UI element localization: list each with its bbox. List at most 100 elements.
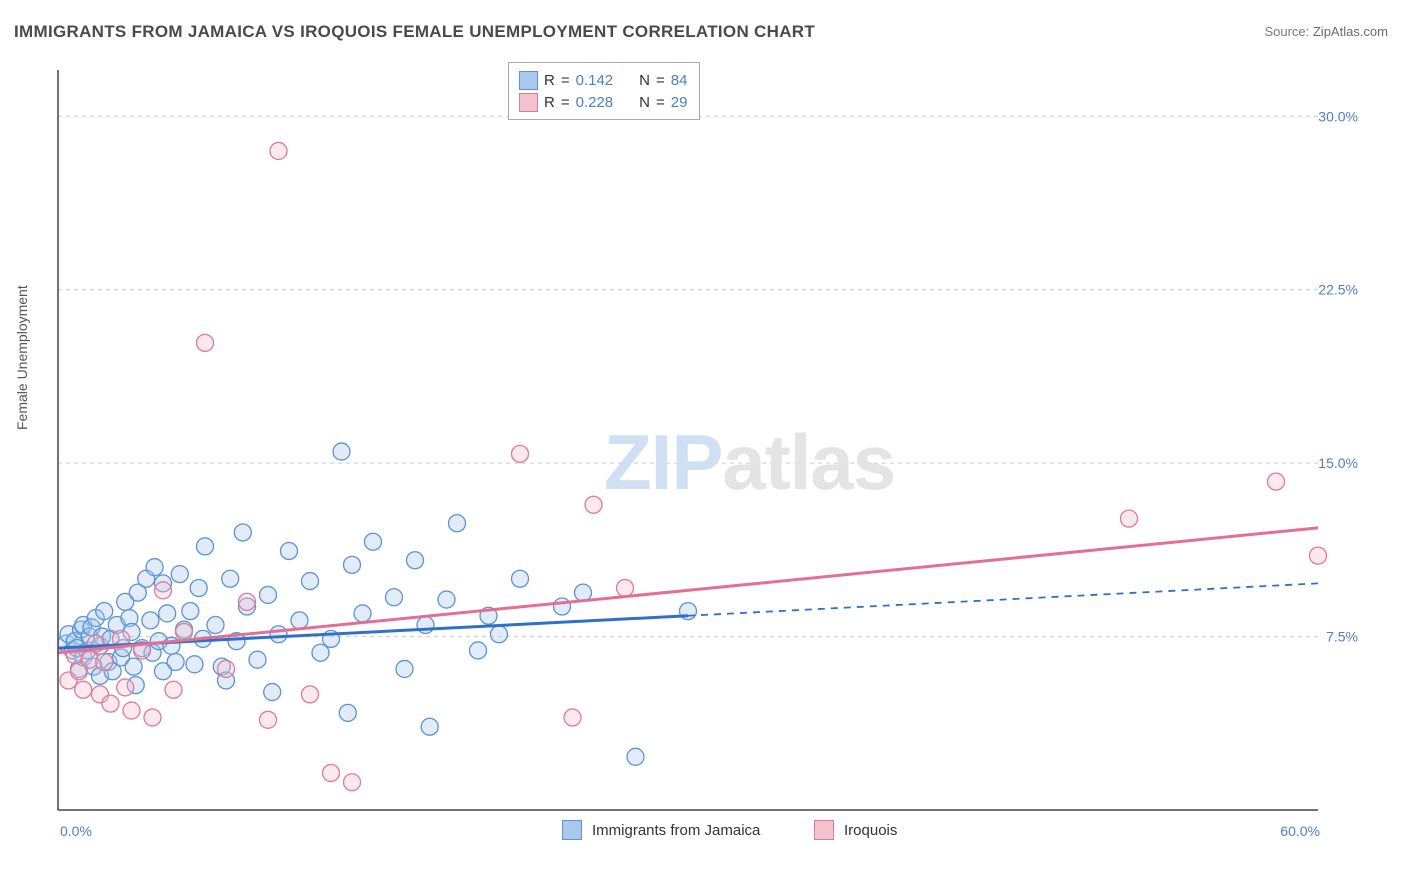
data-point (421, 718, 438, 735)
data-point (146, 559, 163, 576)
chart-title: IMMIGRANTS FROM JAMAICA VS IROQUOIS FEMA… (14, 22, 815, 42)
data-point (159, 605, 176, 622)
scatter-chart-svg: 7.5% 15.0% 22.5% 30.0% 0.0% 60.0% (48, 60, 1368, 840)
data-point (407, 552, 424, 569)
legend-swatch (562, 820, 582, 840)
legend-R-value: 0.142 (576, 72, 614, 89)
data-point (512, 445, 529, 462)
data-point (270, 626, 287, 643)
legend-row: R = 0.142 N = 84 (519, 69, 687, 91)
plot-area: 7.5% 15.0% 22.5% 30.0% 0.0% 60.0% (48, 60, 1368, 840)
legend-eq: = (656, 94, 665, 111)
data-point (365, 533, 382, 550)
legend-eq: = (561, 94, 570, 111)
data-point (554, 598, 571, 615)
y-axis-label: Female Unemployment (14, 285, 30, 430)
data-point (1268, 473, 1285, 490)
data-point (239, 593, 256, 610)
legend-eq: = (656, 72, 665, 89)
data-point (1121, 510, 1138, 527)
legend-swatch (519, 71, 538, 90)
series-legend-jamaica: Immigrants from Jamaica (562, 820, 760, 840)
data-point (207, 617, 224, 634)
data-point (344, 774, 361, 791)
correlation-legend: R = 0.142 N = 84 R = 0.228 N = 29 (508, 62, 700, 120)
data-point (575, 584, 592, 601)
data-point (333, 443, 350, 460)
x-tick-label: 0.0% (60, 823, 92, 839)
data-point (249, 651, 266, 668)
trend-line-extrapolated (688, 583, 1318, 615)
data-point (386, 589, 403, 606)
data-point (302, 686, 319, 703)
data-point (190, 580, 207, 597)
y-tick-label: 15.0% (1318, 455, 1358, 471)
data-point (218, 660, 235, 677)
legend-N-label: N (639, 94, 650, 111)
data-point (186, 656, 203, 673)
data-point (171, 566, 188, 583)
x-tick-label: 60.0% (1280, 823, 1320, 839)
data-point (182, 603, 199, 620)
data-point (627, 748, 644, 765)
data-point (344, 556, 361, 573)
series-legend-iroquois: Iroquois (814, 820, 897, 840)
y-tick-label: 22.5% (1318, 282, 1358, 298)
data-point (354, 605, 371, 622)
legend-R-label: R (544, 72, 555, 89)
data-point (438, 591, 455, 608)
data-point (197, 334, 214, 351)
data-point (449, 515, 466, 532)
data-point (176, 623, 193, 640)
source-attribution: Source: ZipAtlas.com (1264, 24, 1388, 39)
legend-N-value: 84 (671, 72, 688, 89)
data-point (260, 586, 277, 603)
data-point (222, 570, 239, 587)
data-point (234, 524, 251, 541)
data-point (144, 709, 161, 726)
data-point (512, 570, 529, 587)
data-point (270, 142, 287, 159)
legend-swatch (814, 820, 834, 840)
data-point (396, 660, 413, 677)
legend-R-label: R (544, 94, 555, 111)
legend-row: R = 0.228 N = 29 (519, 91, 687, 113)
legend-label: Iroquois (844, 822, 897, 839)
source-label: Source: (1264, 24, 1312, 39)
data-point (281, 543, 298, 560)
legend-N-value: 29 (671, 94, 688, 111)
data-point (323, 765, 340, 782)
trend-line (58, 528, 1318, 653)
data-point (302, 573, 319, 590)
data-point (564, 709, 581, 726)
data-point (165, 681, 182, 698)
legend-swatch (519, 93, 538, 112)
data-point (470, 642, 487, 659)
data-point (125, 658, 142, 675)
data-point (264, 684, 281, 701)
data-point (1310, 547, 1327, 564)
data-point (142, 612, 159, 629)
data-point (75, 681, 92, 698)
data-point (260, 711, 277, 728)
data-point (167, 654, 184, 671)
data-point (585, 496, 602, 513)
legend-N-label: N (639, 72, 650, 89)
data-point (291, 612, 308, 629)
source-link[interactable]: ZipAtlas.com (1313, 24, 1388, 39)
data-point (197, 538, 214, 555)
data-point (491, 626, 508, 643)
data-point (117, 679, 134, 696)
data-point (96, 603, 113, 620)
legend-R-value: 0.228 (576, 94, 614, 111)
data-point (102, 695, 119, 712)
y-tick-label: 30.0% (1318, 108, 1358, 124)
data-point (339, 704, 356, 721)
y-tick-label: 7.5% (1326, 629, 1358, 645)
data-point (155, 582, 172, 599)
chart-page: IMMIGRANTS FROM JAMAICA VS IROQUOIS FEMA… (0, 0, 1406, 892)
data-point (123, 702, 140, 719)
legend-label: Immigrants from Jamaica (592, 822, 760, 839)
legend-eq: = (561, 72, 570, 89)
data-point (617, 580, 634, 597)
